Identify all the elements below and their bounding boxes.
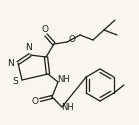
- Text: NH: NH: [57, 76, 69, 84]
- Text: N: N: [25, 44, 31, 52]
- Text: O: O: [69, 36, 75, 44]
- Text: O: O: [32, 96, 39, 106]
- Text: O: O: [42, 26, 49, 35]
- Text: S: S: [12, 76, 18, 86]
- Text: NH: NH: [61, 102, 73, 112]
- Text: N: N: [8, 58, 14, 68]
